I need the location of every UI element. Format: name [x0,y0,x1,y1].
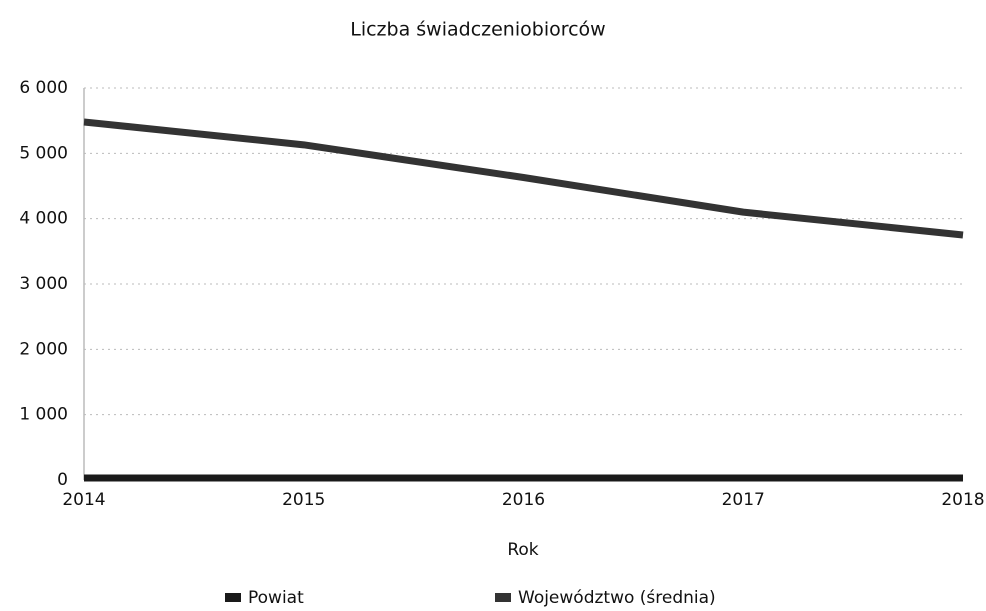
y-tick-label: 2 000 [19,339,68,359]
y-tick-label: 6 000 [19,78,68,98]
chart-title: Liczba świadczeniobiorców [350,19,605,41]
y-tick-label: 3 000 [19,274,68,294]
x-tick-label: 2016 [502,490,545,510]
legend-swatch [225,593,241,602]
x-tick-label: 2017 [722,490,765,510]
y-tick-label: 5 000 [19,143,68,163]
y-tick-label: 1 000 [19,405,68,425]
y-tick-label: 4 000 [19,209,68,229]
data-line [83,118,964,239]
x-tick-label: 2018 [941,490,984,510]
x-tick-label: 2015 [282,490,325,510]
y-tick-label: 0 [57,470,68,490]
legend-swatch [495,593,511,602]
x-axis-label: Rok [507,540,538,560]
x-tick-label: 2014 [62,490,105,510]
legend-label: Powiat [248,588,304,608]
legend-label: Województwo (średnia) [518,588,716,608]
